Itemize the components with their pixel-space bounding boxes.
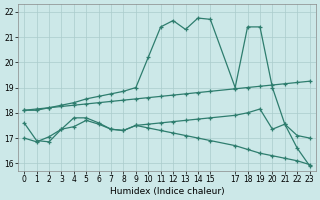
X-axis label: Humidex (Indice chaleur): Humidex (Indice chaleur) bbox=[109, 187, 224, 196]
